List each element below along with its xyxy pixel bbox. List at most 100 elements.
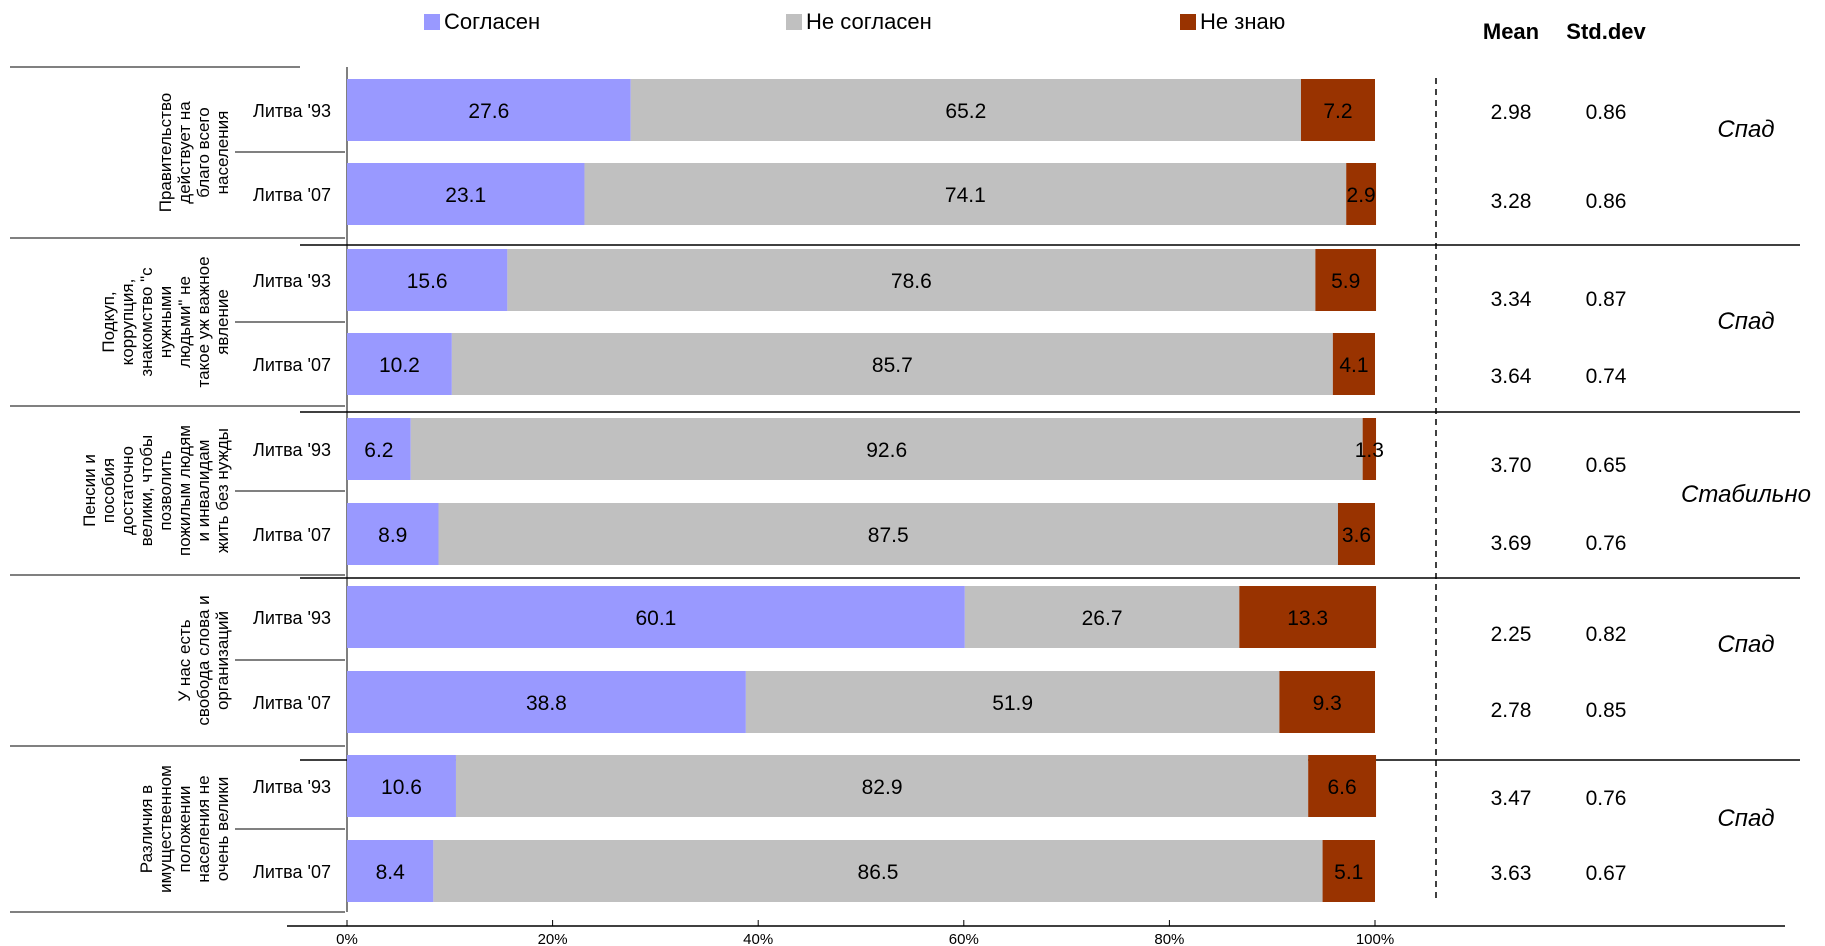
mean-value: 2.25	[1491, 623, 1532, 646]
legend-label-2: Не согласен	[806, 9, 932, 34]
group-label-line: благо всего	[194, 107, 213, 197]
group-label-line: знакомство "с	[137, 267, 156, 377]
trend-label-4: Спад	[1717, 631, 1774, 658]
mean-value: 3.69	[1491, 532, 1532, 555]
bar-segment-2	[964, 586, 1240, 648]
bar-segment-2	[507, 249, 1316, 311]
bar-segment-2	[584, 163, 1347, 225]
group-label-line: имущественном	[156, 765, 175, 893]
row-label: Литва '07	[253, 693, 331, 713]
bar-segment-3	[1322, 840, 1375, 902]
bar-segment-2	[745, 671, 1280, 733]
data-label: 82.9	[862, 776, 903, 799]
data-label: 4.1	[1339, 354, 1368, 377]
group-label-line: очень велики	[213, 777, 232, 881]
bar-segment-2	[410, 418, 1363, 480]
data-label: 65.2	[945, 100, 986, 123]
group-label-line: людьми" не	[175, 276, 194, 368]
group-label-line: коррупция,	[118, 279, 137, 366]
data-label: 23.1	[445, 184, 486, 207]
x-tick-label: 40%	[743, 931, 773, 946]
group-label-line: положении	[175, 786, 194, 873]
mean-value: 3.47	[1491, 787, 1532, 810]
bar-segment-1	[347, 333, 452, 395]
data-label: 1.3	[1355, 439, 1384, 462]
data-label: 10.2	[379, 354, 420, 377]
trend-label-2: Спад	[1717, 308, 1774, 335]
bar-segment-3	[1337, 503, 1375, 565]
std-value: 0.76	[1586, 532, 1627, 555]
bar-segment-1	[347, 671, 746, 733]
data-label: 86.5	[858, 861, 899, 884]
bar-segment-1	[347, 586, 965, 648]
legend-label-1: Согласен	[444, 9, 540, 34]
data-label: 2.9	[1347, 184, 1376, 207]
x-tick-label: 0%	[336, 931, 358, 946]
mean-header: Mean	[1483, 19, 1539, 44]
group-label-line: Пенсии и	[80, 454, 99, 527]
data-label: 92.6	[866, 439, 907, 462]
data-label: 8.4	[376, 861, 406, 884]
data-label: 87.5	[868, 524, 909, 547]
data-label: 10.6	[381, 776, 422, 799]
row-label: Литва '93	[253, 440, 331, 460]
data-label: 51.9	[992, 692, 1033, 715]
bar-segment-1	[347, 249, 508, 311]
group-label-2: Подкуп,коррупция,знакомство "снужнымилюд…	[99, 256, 232, 387]
bar-segment-3	[1346, 163, 1377, 225]
group-label-line: жить без нужды	[213, 428, 232, 553]
std-value: 0.74	[1586, 365, 1627, 388]
data-label: 3.6	[1342, 524, 1371, 547]
mean-value: 3.70	[1491, 454, 1532, 477]
data-label: 9.3	[1313, 692, 1342, 715]
data-label: 7.2	[1323, 100, 1352, 123]
group-label-5: Различия вимущественномположениинаселени…	[137, 765, 232, 893]
group-label-line: нужными	[156, 286, 175, 358]
group-label-line: Подкуп,	[99, 291, 118, 352]
data-label: 8.9	[378, 524, 407, 547]
bar-segment-1	[347, 79, 631, 141]
group-label-line: явление	[213, 289, 232, 355]
bar-segment-1	[347, 163, 585, 225]
data-label: 74.1	[945, 184, 986, 207]
data-label: 26.7	[1082, 607, 1123, 630]
row-label: Литва '07	[253, 355, 331, 375]
group-label-line: организаций	[213, 611, 232, 710]
x-tick-label: 80%	[1154, 931, 1184, 946]
data-label: 15.6	[407, 270, 448, 293]
row-label: Литва '93	[253, 101, 331, 121]
group-label-line: пожилым людям	[175, 425, 194, 556]
trend-label-3: Стабильно	[1681, 481, 1811, 508]
group-label-line: действует на	[175, 101, 194, 204]
mean-value: 3.34	[1491, 288, 1532, 311]
group-label-4: У нас естьсвобода слова иорганизаций	[175, 595, 232, 725]
group-label-line: пособия	[99, 458, 118, 523]
bar-segment-2	[455, 755, 1309, 817]
group-label-line: велики, чтобы	[137, 435, 156, 546]
data-label: 6.6	[1328, 776, 1357, 799]
group-label-line: У нас есть	[175, 619, 194, 701]
bar-segment-3	[1308, 755, 1377, 817]
row-label: Литва '93	[253, 271, 331, 291]
std-value: 0.86	[1586, 101, 1627, 124]
group-label-line: такое уж важное	[194, 256, 213, 387]
bar-segment-1	[347, 840, 434, 902]
group-label-line: Правительство	[156, 93, 175, 213]
bar-segment-3	[1300, 79, 1375, 141]
bar-segment-3	[1362, 418, 1377, 480]
bar-segment-1	[347, 418, 411, 480]
data-label: 85.7	[872, 354, 913, 377]
bar-segment-3	[1239, 586, 1377, 648]
data-label: 5.1	[1334, 861, 1363, 884]
mean-value: 3.28	[1491, 190, 1532, 213]
data-label: 5.9	[1331, 270, 1360, 293]
group-label-line: свобода слова и	[194, 595, 213, 725]
legend-swatch-2	[786, 14, 802, 30]
bar-segment-3	[1315, 249, 1377, 311]
bar-segment-2	[630, 79, 1301, 141]
bar-segment-1	[347, 503, 439, 565]
group-label-line: населения	[213, 111, 232, 195]
x-tick-label: 60%	[949, 931, 979, 946]
std-value: 0.82	[1586, 623, 1627, 646]
